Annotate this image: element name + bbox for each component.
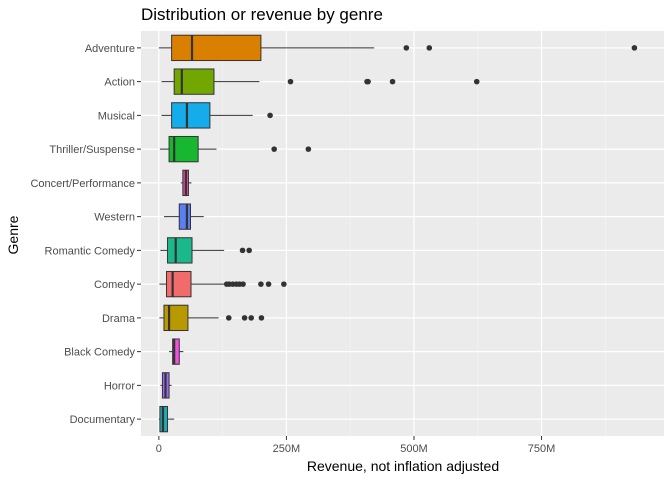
y-tick-label: Concert/Performance bbox=[30, 178, 135, 190]
y-tick-label: Horror bbox=[104, 380, 136, 392]
box-musical bbox=[161, 102, 273, 129]
outlier-point bbox=[281, 281, 287, 287]
box-iqr bbox=[173, 68, 215, 95]
grid-minor bbox=[222, 31, 606, 436]
outlier-point bbox=[287, 78, 294, 85]
box-adventure bbox=[158, 34, 638, 62]
outlier-point bbox=[473, 78, 480, 85]
outlier-point bbox=[403, 45, 410, 51]
y-tick-label: Black Comedy bbox=[64, 347, 135, 359]
x-axis-title: Revenue, not inflation adjusted bbox=[307, 458, 499, 474]
y-tick-label: Western bbox=[94, 212, 135, 224]
box-horror bbox=[160, 372, 172, 399]
y-tick-label: Drama bbox=[102, 313, 136, 325]
outlier-point bbox=[258, 281, 264, 287]
y-tick-label: Action bbox=[104, 77, 135, 89]
outlier-point bbox=[426, 45, 433, 51]
outlier-point bbox=[225, 315, 232, 321]
y-tick-label: Thriller/Suspense bbox=[49, 144, 135, 156]
box-iqr bbox=[167, 237, 193, 264]
box-iqr bbox=[163, 304, 189, 332]
x-tick-label: 750M bbox=[528, 443, 556, 455]
box-romantic-comedy bbox=[160, 237, 252, 264]
plot-panel bbox=[141, 31, 664, 436]
box-iqr bbox=[178, 203, 191, 230]
x-axis: 0 250M 500M 750M bbox=[156, 436, 556, 455]
y-axis-title: Genre bbox=[5, 215, 21, 254]
box-iqr bbox=[166, 270, 192, 298]
box-iqr bbox=[171, 102, 211, 129]
box-western bbox=[163, 203, 204, 230]
outlier-point bbox=[241, 315, 248, 321]
outlier-point bbox=[265, 281, 272, 287]
box-concert-performance bbox=[180, 169, 192, 197]
y-tick-label: Romantic Comedy bbox=[45, 245, 136, 257]
x-tick-label: 500M bbox=[400, 443, 428, 455]
box-black-comedy bbox=[169, 338, 184, 365]
box-drama bbox=[159, 304, 265, 332]
chart-title: Distribution or revenue by genre bbox=[141, 5, 383, 24]
y-axis: Adventure Action Musical Thriller/Suspense C… bbox=[30, 43, 141, 426]
x-tick-label: 250M bbox=[273, 443, 301, 455]
outlier-point bbox=[389, 78, 396, 85]
box-thriller-suspense bbox=[159, 135, 312, 163]
y-tick-label: Adventure bbox=[85, 43, 135, 55]
box-documentary bbox=[158, 405, 175, 433]
box-action bbox=[161, 68, 480, 95]
y-tick-label: Musical bbox=[98, 110, 135, 122]
outlier-point bbox=[240, 281, 246, 287]
outlier-point bbox=[631, 45, 638, 51]
outlier-point bbox=[248, 315, 255, 321]
outlier-point bbox=[305, 146, 312, 152]
outlier-point bbox=[271, 146, 277, 152]
box-comedy bbox=[159, 270, 287, 298]
box-iqr bbox=[172, 338, 180, 365]
box-iqr bbox=[171, 34, 262, 62]
outlier-point bbox=[267, 112, 273, 119]
boxes bbox=[158, 34, 638, 433]
outlier-point bbox=[239, 247, 246, 254]
x-tick-label: 0 bbox=[156, 443, 162, 455]
y-tick-label: Documentary bbox=[70, 414, 136, 426]
outlier-point bbox=[258, 315, 265, 321]
outlier-point bbox=[246, 247, 252, 254]
outlier-point bbox=[365, 78, 371, 85]
y-tick-label: Comedy bbox=[94, 279, 135, 291]
